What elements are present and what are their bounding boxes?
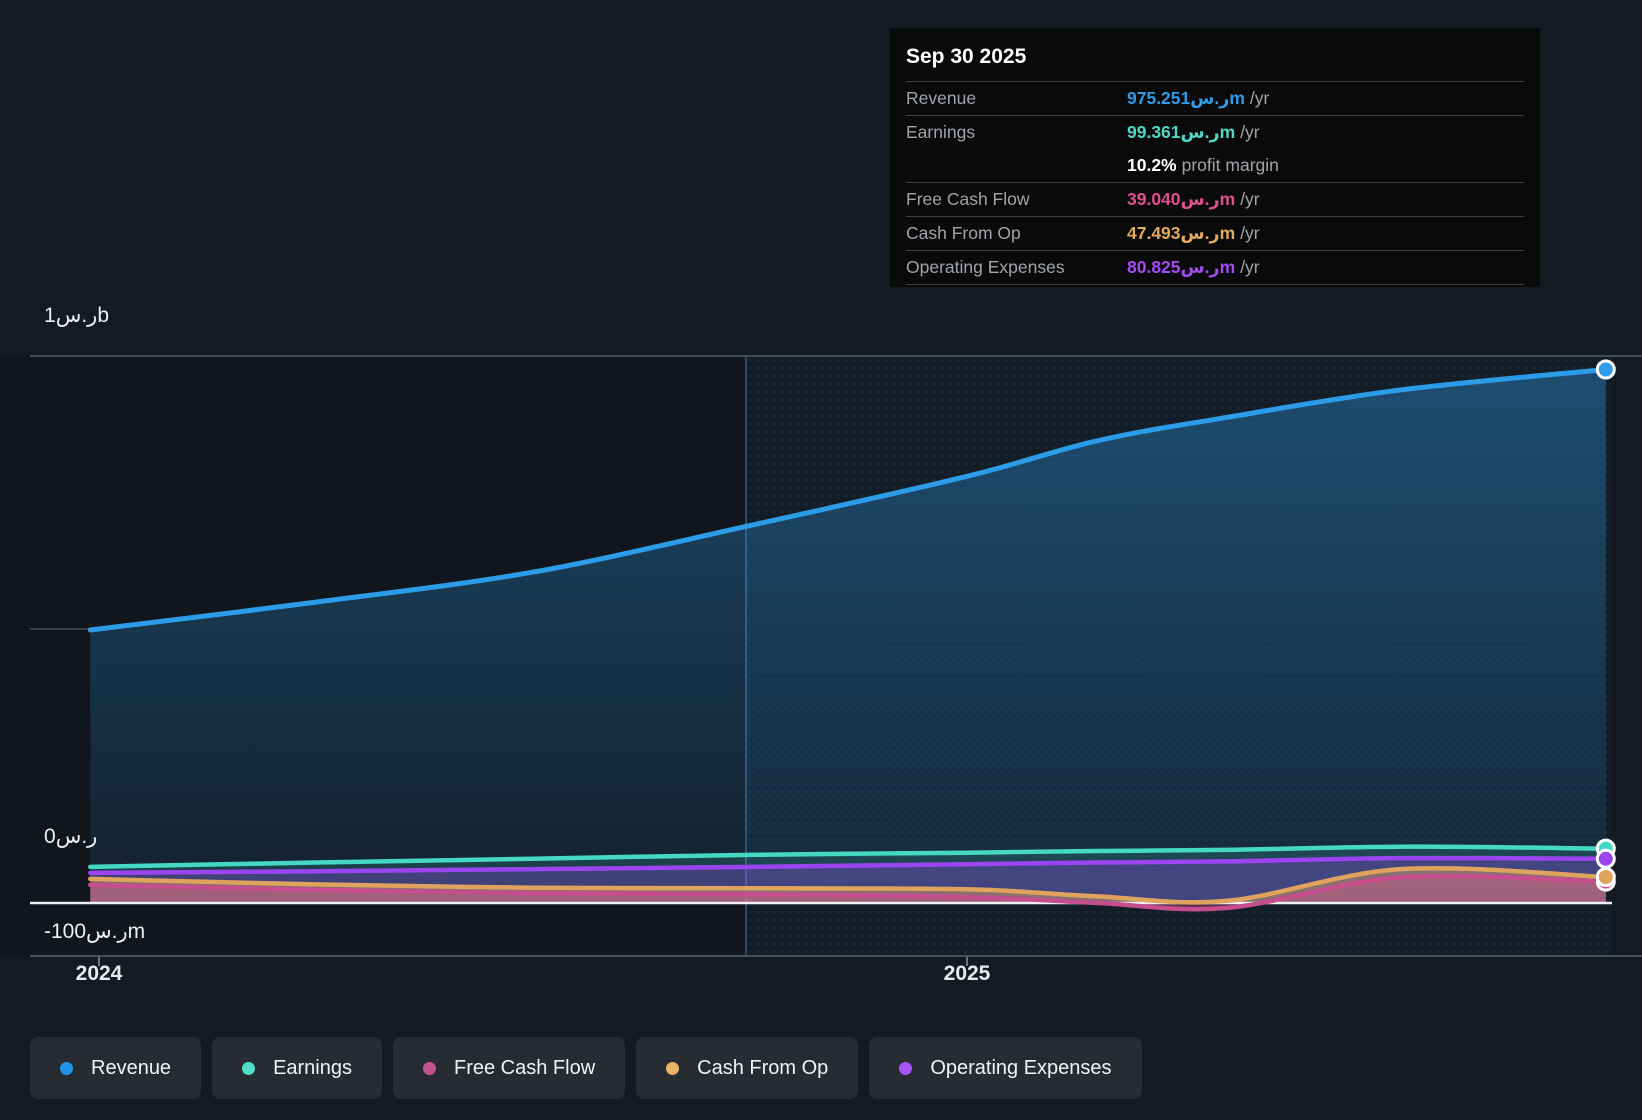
gridline-neg100m [30,955,1642,957]
tooltip-row: Earnings 99.361ر.سm/yr [906,115,1524,149]
legend-dot [666,1061,680,1075]
chart-tooltip: Sep 30 2025 Revenue 975.251ر.سm/yr Earning… [890,28,1540,287]
tooltip-row-value: 10.2% [1127,155,1177,175]
legend-label: Operating Expenses [930,1056,1112,1079]
legend-dot [899,1061,913,1075]
tooltip-row-value: 39.040ر.سm [1127,189,1236,209]
gridline-500m [30,628,92,630]
tooltip-row: Operating Expenses 80.825ر.سm/yr [906,250,1524,285]
tooltip-row-suffix: /yr [1240,122,1260,142]
tooltip-row: 10.2% profit margin [906,149,1524,182]
legend-dot [242,1061,256,1075]
plot-zone-dots-texture [746,356,1612,956]
y-axis-label-0: 0ر.س [44,825,98,848]
tooltip-row-value: 975.251ر.سm [1127,88,1245,108]
x-tick-2024 [98,957,100,966]
tooltip-row: Cash From Op 47.493ر.سm/yr [906,216,1524,250]
legend-pill-cash-from-op[interactable]: Cash From Op [636,1037,859,1099]
x-axis-label-2025: 2025 [943,962,991,985]
legend-pill-earnings[interactable]: Earnings [212,1037,382,1099]
legend-label: Free Cash Flow [454,1056,596,1079]
legend-dot [60,1061,73,1075]
tooltip-row-label: Revenue [906,88,977,108]
tooltip-row-value: 47.493ر.سm [1127,223,1236,243]
legend-label: Cash From Op [697,1056,829,1079]
period-divider-line [745,356,747,956]
tooltip-row-label: Free Cash Flow [906,189,1030,209]
legend-label: Earnings [273,1056,352,1079]
legend-pill-free-cash-flow[interactable]: Free Cash Flow [393,1037,626,1099]
tooltip-row-label: Operating Expenses [906,257,1065,277]
legend-pill-operating-expenses[interactable]: Operating Expenses [869,1037,1142,1099]
x-axis-label-2024: 2024 [75,962,123,985]
legend-pill-revenue[interactable]: Revenue [30,1037,202,1099]
tooltip-row-value: 80.825ر.سm [1127,257,1236,277]
tooltip-row-suffix: profit margin [1181,155,1279,175]
tooltip-row-label: Cash From Op [906,223,1021,243]
tooltip-row: Free Cash Flow 39.040ر.سm/yr [906,182,1524,216]
y-axis-label-1b: 1ر.سb [44,304,109,327]
y-axis-label-neg100: -100ر.سm [44,920,146,943]
tooltip-date: Sep 30 2025 [906,32,1524,82]
tooltip-row: Revenue 975.251ر.سm/yr [906,82,1524,115]
tooltip-row-suffix: /yr [1240,189,1260,209]
tooltip-row-value: 99.361ر.سm [1127,122,1236,142]
legend-label: Revenue [91,1056,172,1079]
gridline-1b [30,355,1642,357]
chart-legend: Revenue Earnings Free Cash Flow Cash From O… [30,1037,1142,1099]
x-tick-2025 [966,957,968,966]
tooltip-row-label: Earnings [906,122,976,142]
tooltip-row-suffix: /yr [1240,257,1260,277]
legend-dot [423,1061,436,1075]
plot-zone-past[interactable] [0,356,746,956]
tooltip-row-suffix: /yr [1240,223,1260,243]
tooltip-row-suffix: /yr [1249,88,1270,108]
